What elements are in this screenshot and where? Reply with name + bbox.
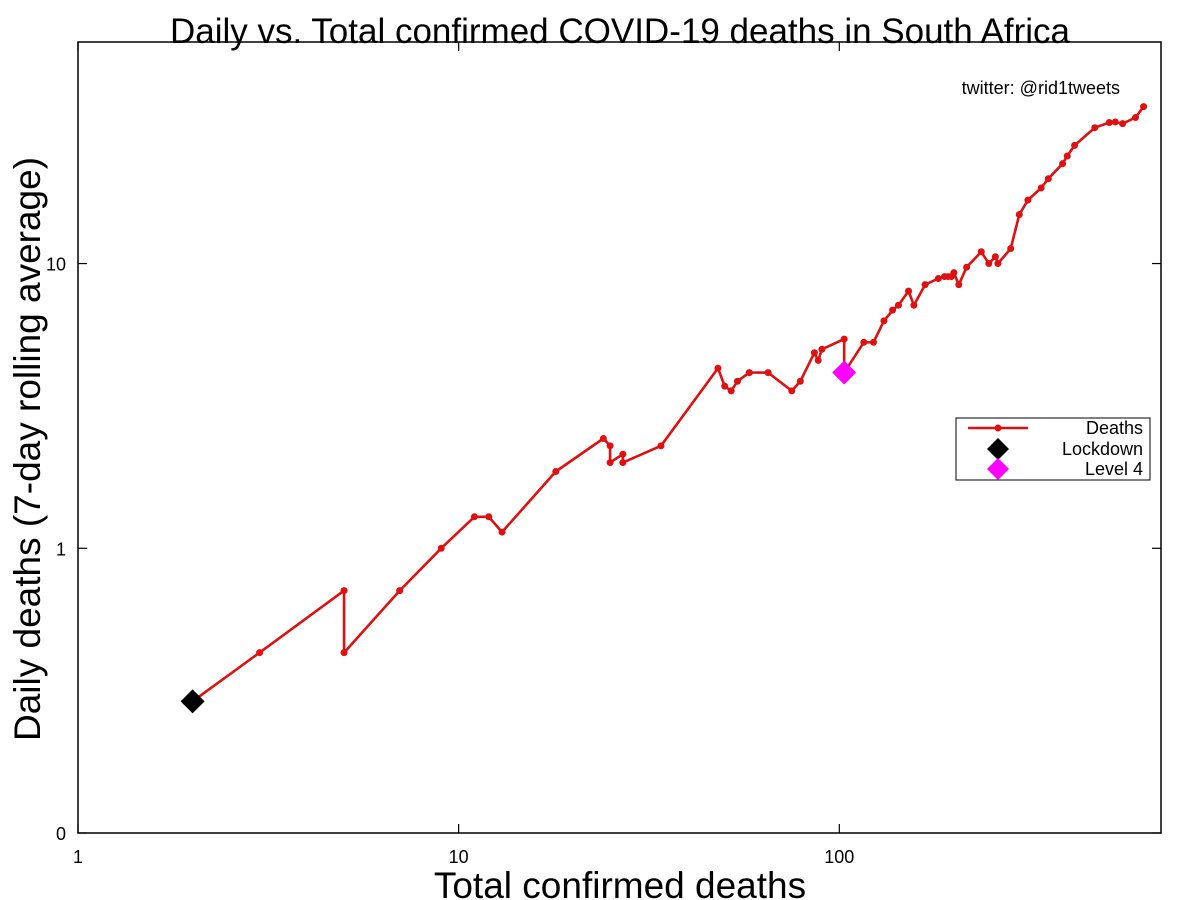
y-axis-title: Daily deaths (7-day rolling average) xyxy=(7,157,48,741)
plot-frame xyxy=(77,41,1162,834)
deaths-line xyxy=(191,105,1145,703)
deaths-point xyxy=(818,345,826,353)
deaths-point xyxy=(796,377,804,385)
deaths-point xyxy=(657,442,665,450)
deaths-point xyxy=(870,338,878,346)
lockdown-marker xyxy=(180,689,205,714)
deaths-point xyxy=(498,528,506,536)
twitter-annotation: twitter: @rid1tweets xyxy=(962,78,1120,98)
deaths-point xyxy=(985,260,993,268)
y-tick-label: 1 xyxy=(56,539,66,559)
deaths-point xyxy=(910,301,918,309)
x-tick-label: 10 xyxy=(449,847,469,867)
deaths-point xyxy=(606,442,614,450)
y-tick-label: 0 xyxy=(56,824,66,844)
deaths-point xyxy=(788,387,796,395)
deaths-point xyxy=(905,287,913,295)
deaths-point xyxy=(437,544,445,552)
deaths-point xyxy=(963,263,971,271)
deaths-point xyxy=(810,349,818,357)
deaths-point xyxy=(733,377,741,385)
deaths-point xyxy=(1105,119,1113,127)
deaths-point xyxy=(619,450,627,458)
legend-label: Deaths xyxy=(1086,418,1143,438)
deaths-point xyxy=(950,269,958,277)
deaths-point xyxy=(1007,245,1015,253)
deaths-point xyxy=(340,587,348,595)
deaths-point xyxy=(1091,124,1099,132)
deaths-point xyxy=(991,253,999,261)
deaths-point xyxy=(1044,175,1052,183)
deaths-point xyxy=(814,356,822,364)
legend-label: Lockdown xyxy=(1062,439,1143,459)
deaths-point xyxy=(727,387,735,395)
x-tick-label: 100 xyxy=(824,847,854,867)
deaths-point xyxy=(745,369,753,377)
chart-title: Daily vs. Total confirmed COVID-19 death… xyxy=(169,12,1071,51)
legend-level-4-swatch xyxy=(987,458,1009,480)
deaths-point xyxy=(764,369,772,377)
deaths-point xyxy=(721,382,729,390)
deaths-point xyxy=(880,317,888,325)
deaths-point xyxy=(1024,196,1032,204)
deaths-point xyxy=(485,513,493,521)
legend-deaths-point xyxy=(994,424,1002,432)
deaths-point xyxy=(552,468,560,476)
deaths-point xyxy=(1063,152,1071,160)
deaths-point xyxy=(860,338,868,346)
deaths-point xyxy=(894,301,902,309)
deaths-point xyxy=(1071,141,1079,149)
deaths-point xyxy=(955,281,963,289)
legend-label: Level 4 xyxy=(1085,459,1143,479)
deaths-point xyxy=(934,275,942,283)
deaths-point xyxy=(1119,120,1127,128)
deaths-point xyxy=(921,281,929,289)
deaths-point xyxy=(1132,114,1140,122)
deaths-point xyxy=(840,335,848,343)
deaths-point xyxy=(1111,118,1119,126)
deaths-point xyxy=(994,260,1002,268)
deaths-point xyxy=(340,649,348,657)
deaths-point xyxy=(1059,160,1067,168)
deaths-point xyxy=(1140,103,1148,111)
deaths-point xyxy=(619,459,627,467)
deaths-point xyxy=(889,306,897,314)
deaths-point xyxy=(977,248,985,256)
deaths-point xyxy=(599,434,607,442)
deaths-point xyxy=(396,587,404,595)
y-tick-label: 10 xyxy=(46,255,66,275)
level-4-marker xyxy=(832,360,857,385)
deaths-point xyxy=(1037,184,1045,192)
deaths-point xyxy=(1015,211,1023,219)
deaths-point xyxy=(714,364,722,372)
series-layer xyxy=(180,103,1148,714)
x-tick-label: 1 xyxy=(73,847,83,867)
deaths-point xyxy=(606,459,614,467)
deaths-point xyxy=(470,513,478,521)
deaths-point xyxy=(256,649,264,657)
legend-lockdown-swatch xyxy=(987,438,1009,460)
x-axis-title: Total confirmed deaths xyxy=(434,865,806,900)
